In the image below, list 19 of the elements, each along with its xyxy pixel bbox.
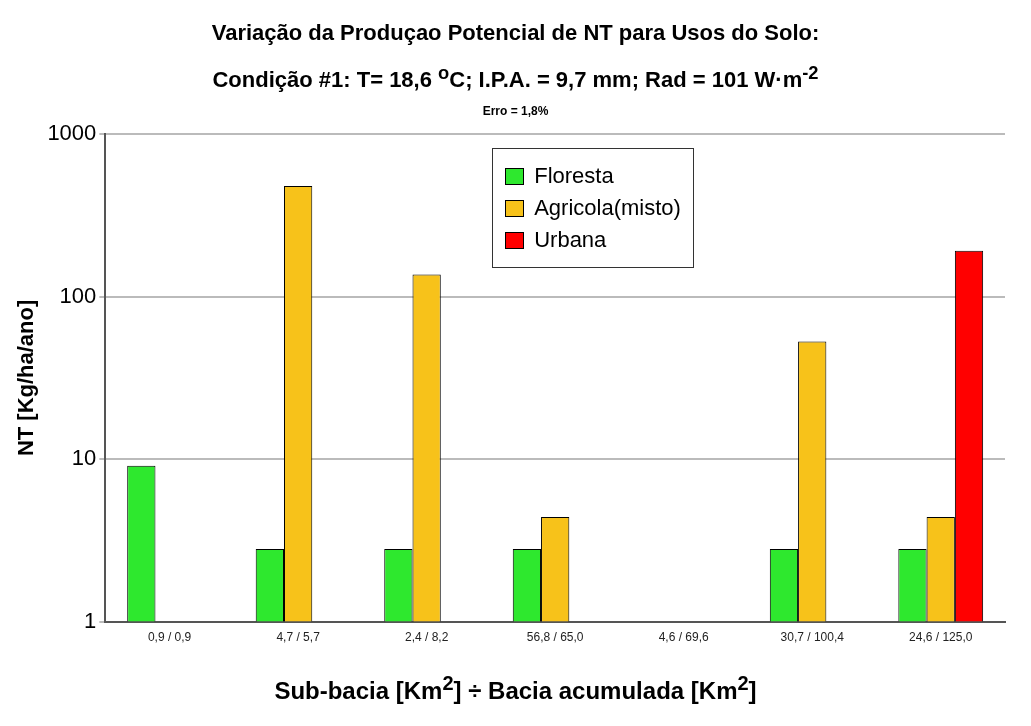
x-tick-label: 0,9 / 0,9: [147, 630, 192, 645]
text: Erro = 1,8%: [481, 104, 550, 118]
y-tick-label: 10: [71, 445, 97, 471]
y-tick-label: 100: [59, 282, 97, 308]
x-tick-label: 4,7 / 5,7: [276, 630, 321, 645]
x-tick-label: 2,4 / 8,2: [404, 630, 449, 645]
chart-subtitle: Condição #1: T= 18,6 $^{o}$C; I.P.A. = 9,7 mm; Rad = 101 W·m$^{-2}$: [211, 62, 820, 94]
x-tick-label: 56,8 / 65,0: [526, 630, 584, 645]
x-tick-label: 30,7 / 100,4: [780, 630, 845, 645]
x-axis-title: Sub-bacia [Km$^{2}$] ÷ Bacia acumulada [Km$^{2}$]: [273, 672, 758, 705]
legend-label: Agricola(misto): [534, 195, 681, 222]
y-tick-label: 1000: [47, 120, 97, 146]
chart-title: Variação da Produçao Potencial de NT para Usos do Solo:: [210, 20, 821, 46]
x-tick-label: 24,6 / 125,0: [909, 630, 973, 645]
y-axis-title: NT [Kg/ha/ano]: [13, 299, 39, 457]
y-tick-label: 1: [84, 607, 97, 633]
legend-label: Floresta: [534, 163, 614, 190]
legend-label: Urbana: [534, 227, 607, 254]
x-tick-label: 4,6 / 69,6: [658, 630, 710, 645]
